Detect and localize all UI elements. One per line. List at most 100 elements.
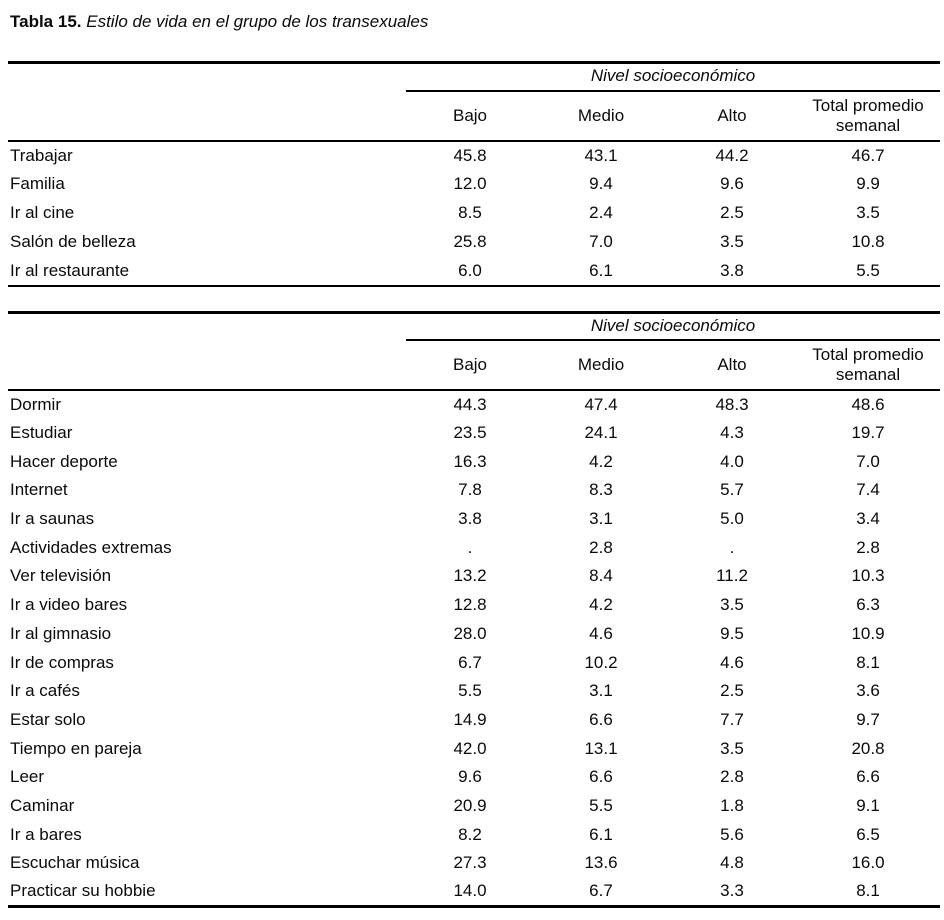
row-label: Ir al gimnasio [10,623,112,643]
row-label: Ir a video bares [10,595,128,615]
table-row: Actividades extremas. 2.8. 2.8 [8,533,940,562]
table-row: Ir al restaurante 6.0 6.1 3.8 5.5 [8,257,940,286]
cell-value: 9.6 [458,767,482,787]
row-label: Ir a cafés [10,681,80,701]
cell-value: 10.8 [851,232,885,251]
cell-value: 3.5 [856,203,880,222]
cell-value: 27.3 [453,853,487,873]
table-body: Dormir 44.3 47.4 48.3 48.6 Estudiar 23.5 24.1 4.… [8,390,940,906]
cell-value: 3.5 [720,232,744,251]
row-label: Estar solo [10,709,86,729]
row-label: Internet [10,480,68,500]
column-header-total-promedio-semanal: Total promedio semanal [796,90,941,142]
row-label: Actividades extremas [10,537,172,557]
cell-value: 13.6 [584,853,618,873]
cell-value: 3.3 [720,881,744,901]
cell-value: 4.6 [589,623,613,643]
table-header: Nivel socioeconómico Bajo Medio Alto Tot… [8,62,941,142]
table-row: Trabajar 45.8 43.1 44.2 46.7 [8,141,940,170]
cell-value: 6.7 [589,881,613,901]
cell-value: 6.6 [856,767,880,787]
row-label: Ir al cine [10,203,75,222]
group-header-nivel-socioeconomico: Nivel socioeconómico [406,62,941,92]
cell-value: 43.1 [584,145,618,165]
cell-value: 5.0 [720,509,744,529]
cell-value: 45.8 [453,145,487,165]
cell-value: 6.6 [589,709,613,729]
cell-value: 44.3 [453,394,487,414]
cell-value: 8.5 [458,203,482,222]
group-header-row: Nivel socioeconómico [8,312,941,341]
cell-value: 20.9 [453,795,487,815]
header-spacer [8,312,406,340]
table-row: Estudiar 23.5 24.1 4.3 19.7 [8,419,940,448]
cell-value: 13.1 [584,738,618,758]
cell-value: 7.8 [458,480,482,500]
row-label: Tiempo en pareja [10,738,142,758]
cell-value: 9.9 [856,174,880,193]
cell-value: 9.7 [856,709,880,729]
table-body: Trabajar 45.8 43.1 44.2 46.7 Familia 12.0 9.4 9.… [8,141,940,286]
cell-value: 10.3 [851,566,885,586]
row-label: Leer [10,767,45,787]
cell-value: 7.4 [856,480,880,500]
cell-value: 4.2 [589,451,613,471]
table-row: Salón de belleza 25.8 7.0 3.5 10.8 [8,228,940,257]
table-row: Ir al gimnasio 28.0 4.6 9.5 10.9 [8,620,940,649]
row-label: Caminar [10,795,75,815]
cell-value: 10.9 [851,623,885,643]
row-label: Estudiar [10,423,73,443]
lifestyle-table-part-2: Nivel socioeconómico Bajo Medio Alto Tot… [8,310,941,908]
table-row: Ir a bares 8.2 6.1 5.6 6.5 [8,820,940,849]
table-row: Hacer deporte 16.3 4.2 4.0 7.0 [8,447,940,476]
cell-value: 48.6 [851,394,885,414]
table-row: Familia 12.0 9.4 9.6 9.9 [8,170,940,199]
cell-value: 2.8 [589,537,613,557]
table-row: Ir a cafés 5.5 3.1 2.5 3.6 [8,677,940,706]
cell-value: 2.4 [589,203,613,222]
cell-value: 24.1 [584,423,618,443]
column-header-bajo: Bajo [406,90,534,142]
cell-value: 4.6 [720,652,744,672]
cell-value: 14.9 [453,709,487,729]
cell-value: 7.0 [589,232,613,251]
cell-value: 44.2 [715,145,749,165]
row-label: Trabajar [10,145,73,165]
table-title-text: Estilo de vida en el grupo de los transe… [86,12,429,31]
group-header-nivel-socioeconomico: Nivel socioeconómico [406,312,941,341]
cell-value: 8.4 [589,566,613,586]
row-label: Ir a saunas [10,509,95,529]
cell-value: 3.6 [856,681,880,701]
row-label: Hacer deporte [10,451,118,471]
cell-value: 2.8 [856,537,880,557]
cell-value: 9.5 [720,623,744,643]
cell-value: 25.8 [453,232,487,251]
cell-value: 6.5 [856,824,880,844]
group-header-row: Nivel socioeconómico [8,62,941,92]
column-header-medio: Medio [534,340,668,391]
table-row: Ir al cine 8.5 2.4 2.5 3.5 [8,199,940,228]
cell-value: 8.1 [856,881,880,901]
cell-value: 3.5 [720,738,744,758]
table-row: Escuchar música 27.3 13.6 4.8 16.0 [8,849,940,878]
table-row: Practicar su hobbie 14.0 6.7 3.3 8.1 [8,878,940,907]
cell-value: 3.8 [458,509,482,529]
row-label: Escuchar música [10,853,140,873]
lifestyle-table-part-1: Nivel socioeconómico Bajo Medio Alto Tot… [8,61,941,287]
cell-value: 4.3 [720,423,744,443]
column-header-medio: Medio [534,90,668,142]
cell-value: 3.4 [856,509,880,529]
cell-value: 4.8 [720,853,744,873]
cell-value: 6.3 [856,595,880,615]
table-row: Ver televisión 13.2 8.4 11.2 10.3 [8,562,940,591]
cell-value: 16.0 [851,853,885,873]
column-header-alto: Alto [668,90,796,142]
cell-value: 6.6 [589,767,613,787]
cell-value: 28.0 [453,623,487,643]
cell-value: 42.0 [453,738,487,758]
table-row: Dormir 44.3 47.4 48.3 48.6 [8,390,940,419]
row-label: Ir al restaurante [10,260,130,280]
cell-value: 3.1 [589,509,613,529]
column-header-alto: Alto [668,340,796,391]
row-label: Familia [10,174,65,193]
